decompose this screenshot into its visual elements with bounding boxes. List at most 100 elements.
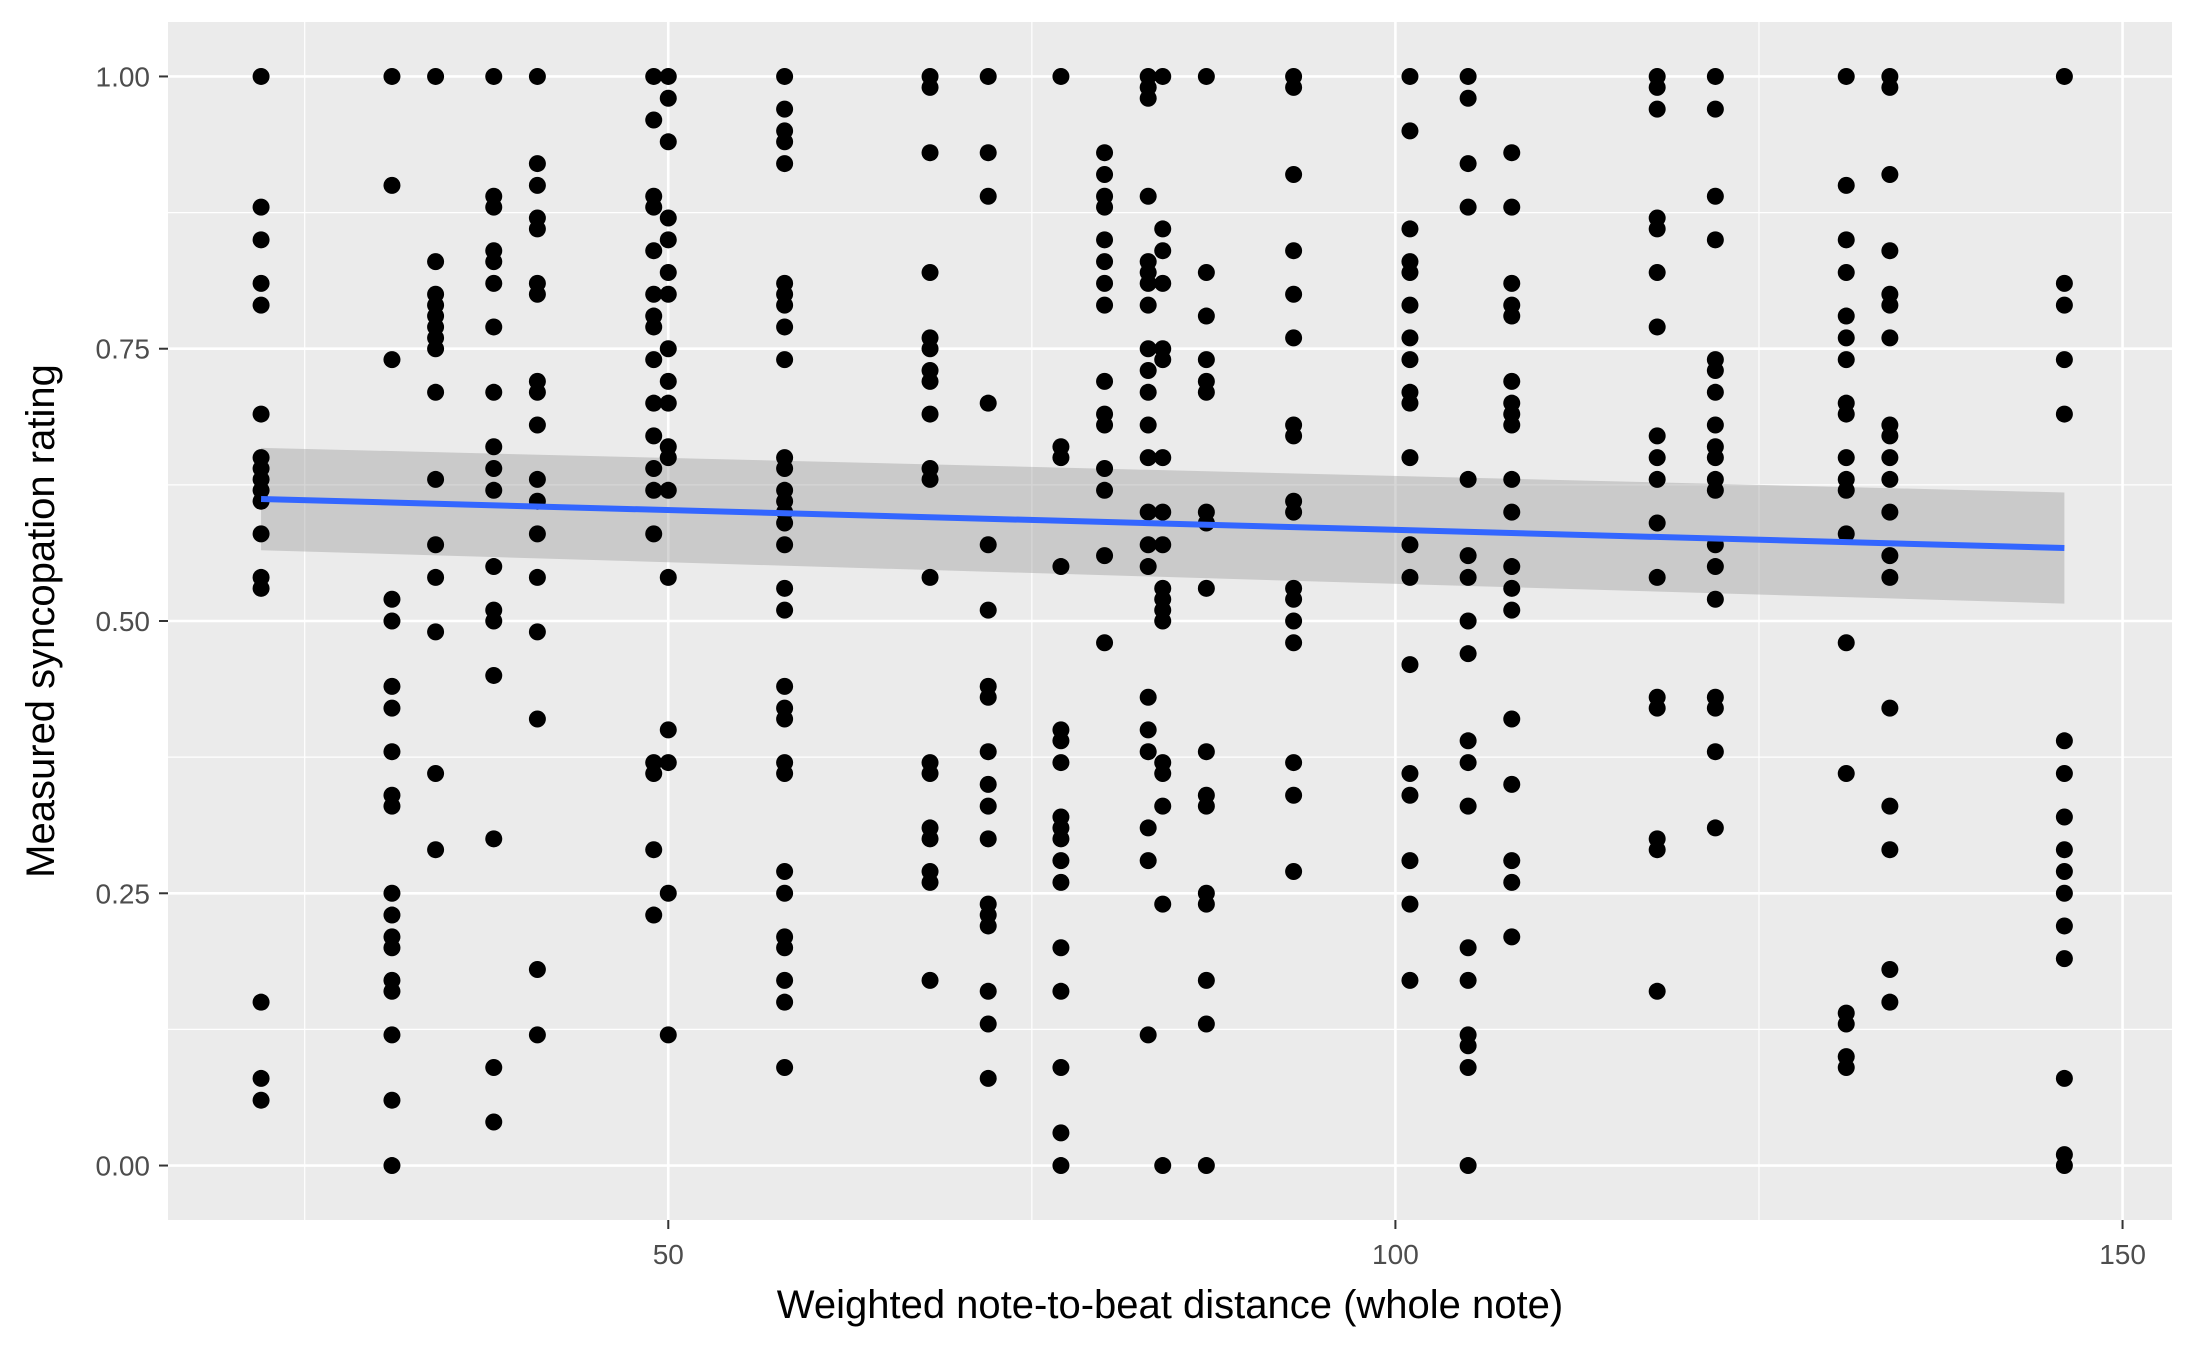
- data-point: [776, 1059, 794, 1077]
- data-point: [645, 111, 663, 129]
- data-point: [776, 710, 794, 728]
- data-point: [1197, 67, 1215, 85]
- data-point: [1503, 372, 1521, 390]
- data-point: [659, 67, 677, 85]
- data-point: [252, 296, 270, 314]
- data-point: [1139, 449, 1157, 467]
- data-point: [485, 274, 503, 292]
- data-point: [1139, 819, 1157, 837]
- data-point: [1706, 362, 1724, 380]
- data-point: [979, 187, 997, 205]
- data-point: [921, 144, 939, 162]
- data-point: [979, 743, 997, 761]
- data-point: [776, 677, 794, 695]
- data-point: [528, 1026, 546, 1044]
- data-point: [1096, 144, 1114, 162]
- data-point: [1154, 895, 1172, 913]
- data-point: [252, 274, 270, 292]
- data-point: [1648, 427, 1666, 445]
- data-point: [485, 383, 503, 401]
- data-point: [1837, 67, 1855, 85]
- y-tick-label: 1.00: [96, 61, 151, 92]
- data-point: [1285, 754, 1303, 772]
- data-point: [1401, 786, 1419, 804]
- data-point: [645, 764, 663, 782]
- data-point: [1503, 928, 1521, 946]
- data-point: [1197, 797, 1215, 815]
- data-point: [485, 67, 503, 85]
- data-point: [1139, 852, 1157, 870]
- data-point: [252, 1069, 270, 1087]
- x-tick-label: 100: [1372, 1239, 1419, 1270]
- data-point: [1154, 764, 1172, 782]
- data-point: [485, 666, 503, 684]
- data-point: [645, 841, 663, 859]
- data-point: [252, 67, 270, 85]
- data-point: [1837, 1015, 1855, 1033]
- data-point: [1648, 982, 1666, 1000]
- points-layer: [252, 67, 2073, 1175]
- data-point: [1459, 939, 1477, 957]
- data-point: [1706, 558, 1724, 576]
- data-point: [1459, 67, 1477, 85]
- data-point: [1052, 830, 1070, 848]
- data-point: [921, 78, 939, 96]
- data-point: [1881, 449, 1899, 467]
- data-point: [1459, 1037, 1477, 1055]
- data-point: [1648, 78, 1666, 96]
- data-point: [1401, 764, 1419, 782]
- data-point: [1401, 656, 1419, 674]
- data-point: [1401, 122, 1419, 140]
- data-point: [1401, 67, 1419, 85]
- data-point: [645, 318, 663, 336]
- fit-line: [260, 496, 2065, 552]
- x-tick-label: 150: [2099, 1239, 2146, 1270]
- data-point: [1285, 329, 1303, 347]
- data-point: [485, 438, 503, 456]
- data-point: [1401, 351, 1419, 369]
- data-point: [1154, 449, 1172, 467]
- data-point: [383, 1157, 401, 1175]
- data-point: [1706, 100, 1724, 118]
- data-point: [2055, 351, 2073, 369]
- data-point: [1052, 558, 1070, 576]
- data-point: [1837, 405, 1855, 423]
- data-point: [1837, 351, 1855, 369]
- data-point: [2055, 1157, 2073, 1175]
- data-point: [252, 525, 270, 543]
- data-point: [1139, 340, 1157, 358]
- data-point: [427, 568, 445, 586]
- data-point: [2055, 862, 2073, 880]
- data-point: [659, 209, 677, 227]
- data-point: [1503, 470, 1521, 488]
- data-point: [776, 514, 794, 532]
- data-point: [659, 754, 677, 772]
- data-point: [776, 601, 794, 619]
- data-point: [1459, 1157, 1477, 1175]
- data-point: [645, 427, 663, 445]
- data-point: [427, 470, 445, 488]
- data-point: [1154, 536, 1172, 554]
- data-point: [1197, 351, 1215, 369]
- data-point: [659, 231, 677, 249]
- data-point: [1139, 274, 1157, 292]
- data-point: [252, 405, 270, 423]
- data-point: [1197, 895, 1215, 913]
- data-point: [1881, 242, 1899, 260]
- data-point: [1052, 1157, 1070, 1175]
- y-tick-label: 0.75: [96, 334, 151, 365]
- data-point: [528, 568, 546, 586]
- data-point: [1648, 699, 1666, 717]
- data-point: [1459, 1059, 1477, 1077]
- data-point: [1837, 525, 1855, 543]
- data-point: [485, 481, 503, 499]
- y-tick-label: 0.00: [96, 1151, 151, 1182]
- data-point: [1285, 165, 1303, 183]
- data-point: [1139, 558, 1157, 576]
- data-point: [1401, 536, 1419, 554]
- data-point: [1154, 797, 1172, 815]
- data-point: [1139, 1026, 1157, 1044]
- data-point: [659, 285, 677, 303]
- data-point: [979, 1069, 997, 1087]
- data-point: [1881, 470, 1899, 488]
